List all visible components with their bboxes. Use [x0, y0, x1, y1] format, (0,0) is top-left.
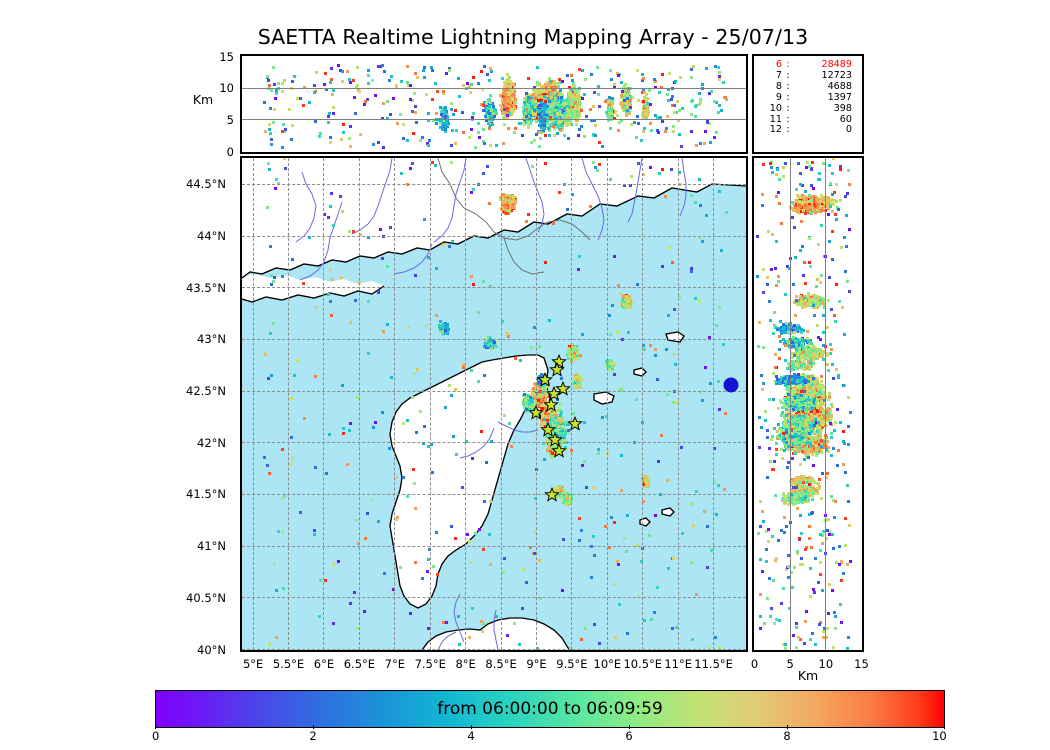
top-panel-tick-0: 0: [227, 145, 234, 159]
lightning-source: [547, 126, 551, 130]
top-panel-tick-10: 10: [219, 81, 234, 95]
lightning-source: [554, 106, 558, 110]
lightning-source: [508, 85, 512, 89]
lightning-source: [507, 90, 511, 94]
lightning-source: [541, 107, 545, 111]
lightning-source: [527, 120, 531, 124]
lightning-source: [508, 94, 512, 98]
top-panel-sources: [242, 56, 746, 152]
lightning-source: [512, 87, 516, 91]
lightning-source: [562, 133, 566, 137]
lightning-source: [488, 101, 492, 105]
lightning-source: [510, 112, 514, 116]
lightning-source: [440, 113, 444, 117]
page-title: SAETTA Realtime Lightning Mapping Array …: [0, 25, 1050, 49]
lightning-source: [645, 111, 649, 115]
lightning-source: [526, 126, 530, 130]
lightning-source: [504, 78, 508, 82]
lightning-source: [512, 92, 516, 96]
lightning-source: [504, 85, 508, 89]
lightning-source: [570, 123, 574, 127]
lightning-source: [487, 98, 491, 101]
lightning-source: [504, 101, 508, 105]
lightning-source: [533, 103, 537, 107]
page-title-text: SAETTA Realtime Lightning Mapping Array …: [258, 25, 809, 49]
lightning-source: [576, 114, 579, 118]
lightning-source: [499, 104, 503, 107]
lightning-source: [441, 122, 445, 126]
lightning-source: [574, 96, 578, 100]
lightning-source: [499, 107, 503, 111]
lightning-source: [493, 115, 497, 119]
lightning-source: [500, 111, 504, 115]
lightning-source: [502, 84, 506, 88]
lightning-source: [554, 120, 558, 124]
lightning-source: [444, 114, 448, 118]
altitude-longitude-panel: [240, 54, 748, 154]
lightning-source: [512, 110, 516, 114]
lightning-source: [575, 122, 579, 126]
lightning-source: [511, 81, 515, 85]
lightning-source: [558, 89, 562, 93]
lightning-source: [503, 113, 507, 117]
lightning-source: [566, 105, 570, 109]
lightning-source: [513, 98, 517, 102]
lightning-source: [504, 103, 508, 107]
top-panel-axis-label: Km: [182, 92, 224, 107]
lightning-source: [642, 91, 646, 95]
lightning-source: [507, 76, 511, 80]
lightning-source: [502, 81, 506, 85]
top-panel-tick-5: 5: [227, 113, 234, 127]
lightning-source: [628, 111, 632, 115]
lightning-source: [552, 90, 556, 94]
lightning-source: [489, 108, 493, 112]
lightning-source: [535, 83, 539, 87]
lightning-source: [641, 100, 645, 104]
lightning-source: [568, 120, 572, 124]
lightning-source: [513, 99, 517, 103]
lightning-source: [487, 112, 491, 116]
lightning-source: [559, 123, 563, 127]
lightning-source: [494, 111, 498, 115]
lightning-source: [542, 123, 546, 127]
lightning-source: [506, 78, 510, 81]
top-panel-y-ticks: 15 10 5 0: [196, 50, 234, 159]
top-panel-tick-15: 15: [219, 50, 234, 64]
lightning-source: [566, 101, 570, 105]
lightning-source: [485, 101, 489, 105]
lightning-source: [498, 94, 502, 97]
lightning-source: [511, 104, 515, 108]
lightning-source: [505, 80, 509, 84]
lightning-source: [505, 72, 509, 76]
lightning-source: [538, 104, 542, 108]
lightning-source: [444, 128, 448, 132]
lightning-source: [577, 102, 581, 106]
lightning-source: [510, 90, 514, 94]
lightning-source: [508, 80, 512, 84]
lightning-source: [511, 96, 515, 100]
lightning-source: [488, 105, 491, 109]
lightning-source: [511, 87, 515, 91]
lightning-source: [484, 115, 488, 119]
lightning-source: [543, 94, 547, 98]
lightning-source: [511, 84, 515, 88]
lightning-source: [439, 110, 443, 114]
lightning-source: [510, 93, 514, 97]
